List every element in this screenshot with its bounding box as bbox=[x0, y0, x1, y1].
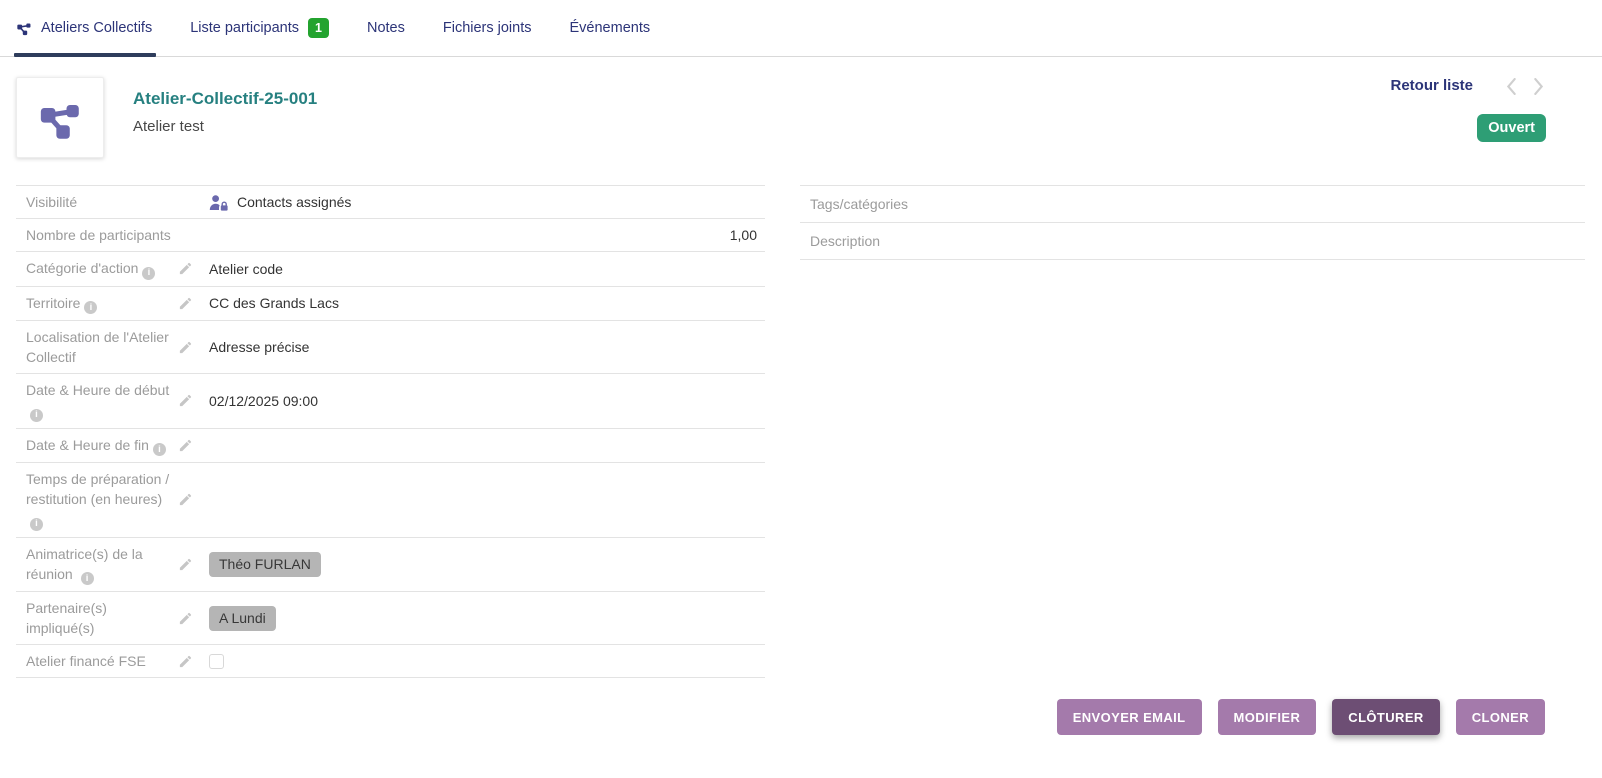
field-label: Visibilité bbox=[26, 194, 78, 210]
field-value[interactable]: 02/12/2025 09:00 bbox=[209, 392, 318, 409]
edit-pencil-icon[interactable] bbox=[178, 492, 193, 507]
close-workshop-button[interactable]: CLÔTURER bbox=[1332, 699, 1440, 735]
field-label: Animatrice(s) de la réunion bbox=[26, 545, 143, 582]
tab-liste-participants[interactable]: Liste participants 1 bbox=[190, 0, 329, 56]
clone-button[interactable]: CLONER bbox=[1455, 699, 1545, 735]
info-icon: i bbox=[30, 408, 43, 422]
field-label: Tags/catégories bbox=[810, 196, 909, 212]
field-label: Localisation de l'Atelier Collectif bbox=[26, 329, 169, 365]
record-avatar bbox=[16, 77, 104, 158]
user-lock-icon bbox=[209, 194, 229, 211]
tab-fichiers-joints[interactable]: Fichiers joints bbox=[443, 0, 532, 56]
page-subtitle: Atelier test bbox=[133, 118, 204, 135]
field-row-finance-fse: Atelier financé FSE bbox=[16, 645, 765, 678]
modify-button[interactable]: MODIFIER bbox=[1217, 699, 1317, 735]
field-row-date-debut: Date & Heure de début i 02/12/2025 09:00 bbox=[16, 374, 765, 429]
field-row-temps-preparation: Temps de préparation / restitution (en h… bbox=[16, 463, 765, 538]
sitemap-icon bbox=[16, 20, 32, 36]
tab-label: Événements bbox=[569, 20, 651, 36]
info-icon: i bbox=[80, 572, 94, 585]
field-label: Temps de préparation / restitution (en h… bbox=[26, 471, 170, 507]
field-row-categorie-action: Catégorie d'action i Atelier code bbox=[16, 252, 765, 287]
edit-pencil-icon[interactable] bbox=[178, 654, 193, 669]
tab-label: Notes bbox=[366, 20, 405, 36]
record-pager bbox=[1506, 78, 1544, 95]
participants-count-badge: 1 bbox=[308, 18, 329, 38]
chevron-right-icon[interactable] bbox=[1533, 78, 1544, 95]
field-row-nombre-participants: Nombre de participants 1,00 bbox=[16, 219, 765, 252]
field-label: Atelier financé FSE bbox=[26, 653, 146, 669]
form-left-column: Visibilité Contacts assignés Nombre de p… bbox=[16, 185, 765, 678]
field-value: 1,00 bbox=[729, 227, 757, 243]
edit-pencil-icon[interactable] bbox=[178, 438, 193, 453]
action-buttons: ENVOYER EMAIL MODIFIER CLÔTURER CLONER bbox=[1056, 699, 1545, 735]
tab-ateliers-collectifs[interactable]: Ateliers Collectifs bbox=[13, 0, 157, 57]
tab-notes[interactable]: Notes bbox=[367, 0, 405, 56]
field-row-date-fin: Date & Heure de fin i bbox=[16, 429, 765, 463]
fse-checkbox[interactable] bbox=[209, 653, 224, 669]
field-row-animatrices: Animatrice(s) de la réunion i Théo FURLA… bbox=[16, 538, 765, 592]
form-content: Visibilité Contacts assignés Nombre de p… bbox=[0, 185, 1602, 678]
chevron-left-icon[interactable] bbox=[1506, 78, 1517, 95]
tab-label: Liste participants bbox=[190, 20, 300, 36]
edit-pencil-icon[interactable] bbox=[178, 611, 193, 626]
info-icon: i bbox=[30, 517, 43, 531]
field-label: Catégorie d'action bbox=[26, 260, 139, 276]
field-row-localisation: Localisation de l'Atelier Collectif Adre… bbox=[16, 321, 765, 374]
edit-pencil-icon[interactable] bbox=[178, 557, 193, 572]
send-email-button[interactable]: ENVOYER EMAIL bbox=[1056, 699, 1202, 735]
field-value[interactable]: Atelier code bbox=[209, 260, 283, 277]
field-label: Territoire bbox=[26, 294, 81, 311]
field-value[interactable]: Adresse précise bbox=[209, 339, 310, 355]
tag-animatrice: Théo FURLAN bbox=[209, 551, 321, 577]
info-icon: i bbox=[84, 301, 98, 314]
edit-pencil-icon[interactable] bbox=[178, 393, 193, 408]
field-row-visibilite: Visibilité Contacts assignés bbox=[16, 186, 765, 219]
tab-label: Fichiers joints bbox=[442, 20, 532, 36]
field-label: Partenaire(s) impliqué(s) bbox=[26, 600, 107, 636]
tab-label: Ateliers Collectifs bbox=[41, 20, 153, 36]
form-right-column: Tags/catégories Description bbox=[800, 185, 1585, 260]
field-label: Date & Heure de fin bbox=[26, 436, 149, 453]
page-title: Atelier-Collectif-25-001 bbox=[133, 89, 318, 108]
field-row-tags-categories: Tags/catégories bbox=[800, 186, 1585, 223]
edit-pencil-icon[interactable] bbox=[178, 296, 193, 311]
edit-pencil-icon[interactable] bbox=[178, 261, 193, 276]
field-value[interactable]: CC des Grands Lacs bbox=[209, 295, 339, 312]
field-label: Description bbox=[810, 233, 881, 249]
info-icon: i bbox=[142, 266, 156, 280]
tab-evenements[interactable]: Événements bbox=[570, 0, 651, 56]
field-label: Nombre de participants bbox=[26, 227, 171, 243]
status-badge: Ouvert bbox=[1477, 114, 1546, 142]
back-to-list-link[interactable]: Retour liste bbox=[1390, 77, 1473, 94]
info-icon: i bbox=[152, 443, 166, 456]
field-row-partenaires: Partenaire(s) impliqué(s) A Lundi bbox=[16, 592, 765, 645]
record-header: Atelier-Collectif-25-001 Atelier test Re… bbox=[0, 57, 1602, 185]
field-value: Contacts assignés bbox=[237, 194, 352, 210]
field-label: Date & Heure de début bbox=[26, 382, 170, 398]
field-row-territoire: Territoire i CC des Grands Lacs bbox=[16, 287, 765, 321]
edit-pencil-icon[interactable] bbox=[178, 340, 193, 355]
sitemap-icon bbox=[37, 95, 83, 141]
tab-bar: Ateliers Collectifs Liste participants 1… bbox=[0, 0, 1602, 57]
tag-partenaire: A Lundi bbox=[209, 605, 276, 631]
field-row-description: Description bbox=[800, 223, 1585, 260]
